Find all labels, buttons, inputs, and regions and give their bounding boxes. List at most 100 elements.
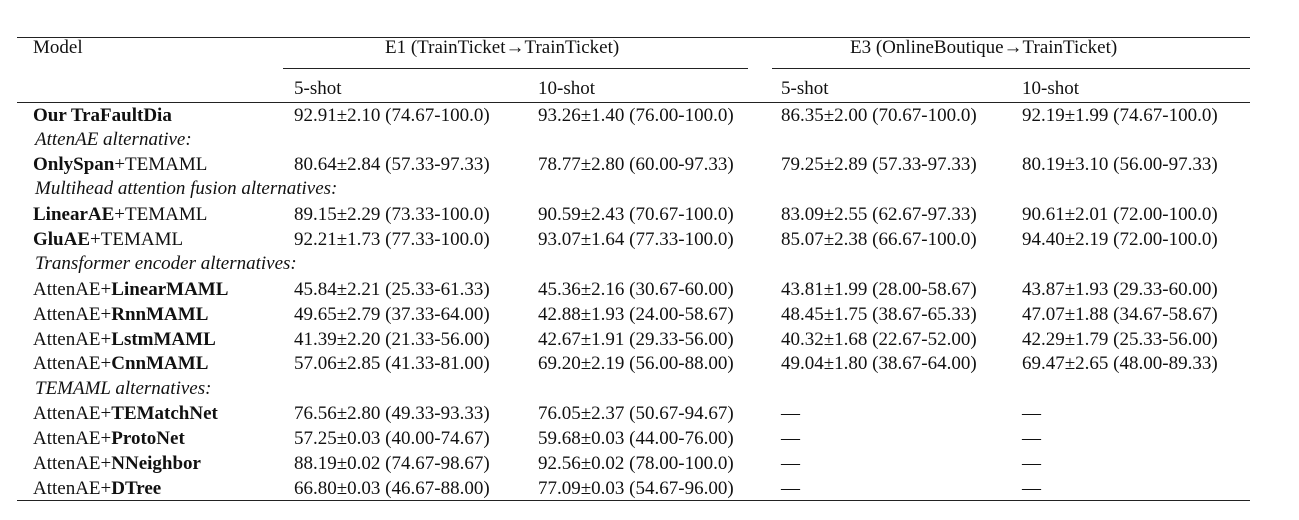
table-cell: 92.91±2.10 (74.67-100.0) xyxy=(294,105,490,126)
table-cell: 41.39±2.20 (21.33-56.00) xyxy=(294,329,490,350)
table-cell: 43.81±1.99 (28.00-58.67) xyxy=(781,279,977,300)
model-name-part: AttenAE+ xyxy=(33,353,112,374)
table-cell: 47.07±1.88 (34.67-58.67) xyxy=(1022,304,1218,325)
table-cell: 59.68±0.03 (44.00-76.00) xyxy=(538,428,734,449)
model-name: Our TraFaultDia xyxy=(33,105,172,127)
table-cell: 42.67±1.91 (29.33-56.00) xyxy=(538,329,734,350)
table-cell: 94.40±2.19 (72.00-100.0) xyxy=(1022,229,1218,250)
section-heading: Multihead attention fusion alternatives: xyxy=(35,178,338,199)
table-cell: 93.26±1.40 (76.00-100.0) xyxy=(538,105,734,126)
table-cell: — xyxy=(1022,428,1041,449)
model-name-part: LinearAE xyxy=(33,204,115,225)
table-cell: 80.19±3.10 (56.00-97.33) xyxy=(1022,154,1218,175)
table-cell: 69.20±2.19 (56.00-88.00) xyxy=(538,353,734,374)
model-name-part: NNeighbor xyxy=(111,453,201,474)
model-name: AttenAE+CnnMAML xyxy=(33,353,208,375)
model-name: AttenAE+RnnMAML xyxy=(33,304,208,326)
table-cell: 92.56±0.02 (78.00-100.0) xyxy=(538,453,734,474)
model-name-part: RnnMAML xyxy=(111,304,209,325)
table-cell: 92.21±1.73 (77.33-100.0) xyxy=(294,229,490,250)
model-name: GluAE+TEMAML xyxy=(33,229,183,251)
table-cell: 57.25±0.03 (40.00-74.67) xyxy=(294,428,490,449)
model-name-part: LstmMAML xyxy=(111,329,216,350)
table-cell: — xyxy=(1022,478,1041,499)
model-name-part: DTree xyxy=(111,478,162,499)
model-name: AttenAE+NNeighbor xyxy=(33,453,201,475)
section-heading: Transformer encoder alternatives: xyxy=(35,253,297,274)
model-name: AttenAE+TEMatchNet xyxy=(33,403,218,425)
bottom-rule xyxy=(17,500,1250,501)
table-cell: 66.80±0.03 (46.67-88.00) xyxy=(294,478,490,499)
table-cell: 49.04±1.80 (38.67-64.00) xyxy=(781,353,977,374)
table-cell: 76.56±2.80 (49.33-93.33) xyxy=(294,403,490,424)
table-cell: — xyxy=(1022,453,1041,474)
table-cell: 86.35±2.00 (70.67-100.0) xyxy=(781,105,977,126)
section-heading: AttenAE alternative: xyxy=(35,129,192,150)
table-cell: 83.09±2.55 (62.67-97.33) xyxy=(781,204,977,225)
table-cell: — xyxy=(781,428,800,449)
table-cell: 76.05±2.37 (50.67-94.67) xyxy=(538,403,734,424)
model-name-part: OnlySpan xyxy=(33,154,115,175)
table-cell: 90.59±2.43 (70.67-100.0) xyxy=(538,204,734,225)
model-name-part: AttenAE+ xyxy=(33,453,112,474)
e3-rule xyxy=(283,68,748,69)
model-name-part: CnnMAML xyxy=(111,353,209,374)
table-cell: 79.25±2.89 (57.33-97.33) xyxy=(781,154,977,175)
model-name-part: ProtoNet xyxy=(111,428,185,449)
table-cell: 42.88±1.93 (24.00-58.67) xyxy=(538,304,734,325)
model-name: AttenAE+DTree xyxy=(33,478,161,500)
table-cell: 80.64±2.84 (57.33-97.33) xyxy=(294,154,490,175)
model-name: OnlySpan+TEMAML xyxy=(33,154,207,176)
table-cell: 42.29±1.79 (25.33-56.00) xyxy=(1022,329,1218,350)
model-name-part: +TEMAML xyxy=(114,204,208,225)
model-name-part: AttenAE+ xyxy=(33,403,112,424)
table-cell: — xyxy=(781,478,800,499)
model-name-part: AttenAE+ xyxy=(33,329,112,350)
model-name-part: GluAE xyxy=(33,229,91,250)
e1-header: E1 (TrainTicket→TrainTicket) xyxy=(385,37,620,58)
table-cell: 45.36±2.16 (30.67-60.00) xyxy=(538,279,734,300)
table-cell: 88.19±0.02 (74.67-98.67) xyxy=(294,453,490,474)
e3-rule-right xyxy=(772,68,1250,69)
table-cell: 49.65±2.79 (37.33-64.00) xyxy=(294,304,490,325)
shot-header: 5-shot xyxy=(781,78,829,99)
model-name: AttenAE+LinearMAML xyxy=(33,279,228,301)
model-name-part: AttenAE+ xyxy=(33,428,112,449)
model-name-part: Our TraFaultDia xyxy=(33,105,172,126)
model-name: AttenAE+LstmMAML xyxy=(33,329,216,351)
header-rule xyxy=(17,102,1250,103)
shot-header: 10-shot xyxy=(538,78,595,99)
table-cell: 43.87±1.93 (29.33-60.00) xyxy=(1022,279,1218,300)
table-cell: 78.77±2.80 (60.00-97.33) xyxy=(538,154,734,175)
model-header: Model xyxy=(33,37,83,58)
model-name-part: +TEMAML xyxy=(114,154,208,175)
model-name-part: AttenAE+ xyxy=(33,279,112,300)
model-name-part: +TEMAML xyxy=(90,229,184,250)
table-cell: — xyxy=(781,403,800,424)
model-name-part: LinearMAML xyxy=(111,279,229,300)
table-cell: — xyxy=(1022,403,1041,424)
table-cell: 69.47±2.65 (48.00-89.33) xyxy=(1022,353,1218,374)
table-cell: 40.32±1.68 (22.67-52.00) xyxy=(781,329,977,350)
top-rule xyxy=(17,37,1250,38)
table-cell: 45.84±2.21 (25.33-61.33) xyxy=(294,279,490,300)
e3-header: E3 (OnlineBoutique→TrainTicket) xyxy=(850,37,1118,58)
table-cell: 77.09±0.03 (54.67-96.00) xyxy=(538,478,734,499)
model-name: LinearAE+TEMAML xyxy=(33,204,207,226)
shot-header: 5-shot xyxy=(294,78,342,99)
section-heading: TEMAML alternatives: xyxy=(35,378,212,399)
table-cell: 92.19±1.99 (74.67-100.0) xyxy=(1022,105,1218,126)
table-cell: 93.07±1.64 (77.33-100.0) xyxy=(538,229,734,250)
model-name-part: AttenAE+ xyxy=(33,304,112,325)
table-cell: 48.45±1.75 (38.67-65.33) xyxy=(781,304,977,325)
table-cell: 57.06±2.85 (41.33-81.00) xyxy=(294,353,490,374)
model-name-part: TEMatchNet xyxy=(111,403,218,424)
table-cell: 90.61±2.01 (72.00-100.0) xyxy=(1022,204,1218,225)
model-name-part: AttenAE+ xyxy=(33,478,112,499)
shot-header: 10-shot xyxy=(1022,78,1079,99)
table-cell: 85.07±2.38 (66.67-100.0) xyxy=(781,229,977,250)
model-name: AttenAE+ProtoNet xyxy=(33,428,185,450)
table-cell: — xyxy=(781,453,800,474)
table-cell: 89.15±2.29 (73.33-100.0) xyxy=(294,204,490,225)
